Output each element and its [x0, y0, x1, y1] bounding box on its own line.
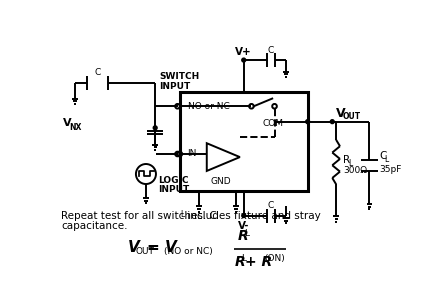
Text: C: C	[94, 68, 101, 77]
Text: COM: COM	[263, 120, 284, 128]
Text: NX: NX	[69, 123, 81, 132]
Text: IN: IN	[187, 149, 197, 159]
Text: (NO or NC): (NO or NC)	[165, 246, 213, 256]
Text: C: C	[267, 46, 274, 55]
Text: L: L	[349, 159, 353, 168]
Circle shape	[242, 214, 246, 217]
Text: V-: V-	[238, 221, 249, 231]
Text: = V: = V	[147, 240, 177, 255]
Text: C: C	[379, 151, 387, 161]
Text: V: V	[63, 118, 71, 128]
Text: INPUT: INPUT	[159, 82, 190, 91]
Circle shape	[242, 58, 246, 62]
Bar	[180, 92, 308, 191]
Text: OUT: OUT	[135, 246, 154, 256]
Circle shape	[330, 120, 334, 124]
Text: V: V	[128, 240, 140, 255]
Text: V+: V+	[235, 47, 252, 57]
Text: LOGIC: LOGIC	[158, 176, 189, 185]
Text: L: L	[244, 229, 249, 238]
Circle shape	[153, 126, 157, 130]
Text: L: L	[241, 254, 246, 263]
Text: 35pF: 35pF	[379, 165, 402, 174]
Text: includes fixture and stray: includes fixture and stray	[184, 211, 321, 221]
Text: R: R	[238, 229, 248, 243]
Text: Repeat test for all switches. C: Repeat test for all switches. C	[61, 211, 217, 221]
Text: NO or NC: NO or NC	[187, 102, 229, 111]
Text: SWITCH: SWITCH	[159, 72, 199, 82]
Text: capacitance.: capacitance.	[61, 221, 128, 231]
Text: 300Ω: 300Ω	[343, 166, 367, 175]
Text: C: C	[267, 201, 274, 210]
Text: L: L	[384, 155, 389, 164]
Text: (ON): (ON)	[264, 254, 285, 263]
Text: + R: + R	[245, 255, 273, 269]
Text: R: R	[235, 255, 245, 269]
Text: GND: GND	[210, 177, 231, 186]
Text: V: V	[336, 107, 346, 120]
Text: L: L	[181, 209, 185, 219]
Circle shape	[306, 120, 310, 124]
Text: OUT: OUT	[342, 112, 360, 121]
Text: INPUT: INPUT	[158, 185, 190, 194]
Text: R: R	[343, 155, 350, 165]
